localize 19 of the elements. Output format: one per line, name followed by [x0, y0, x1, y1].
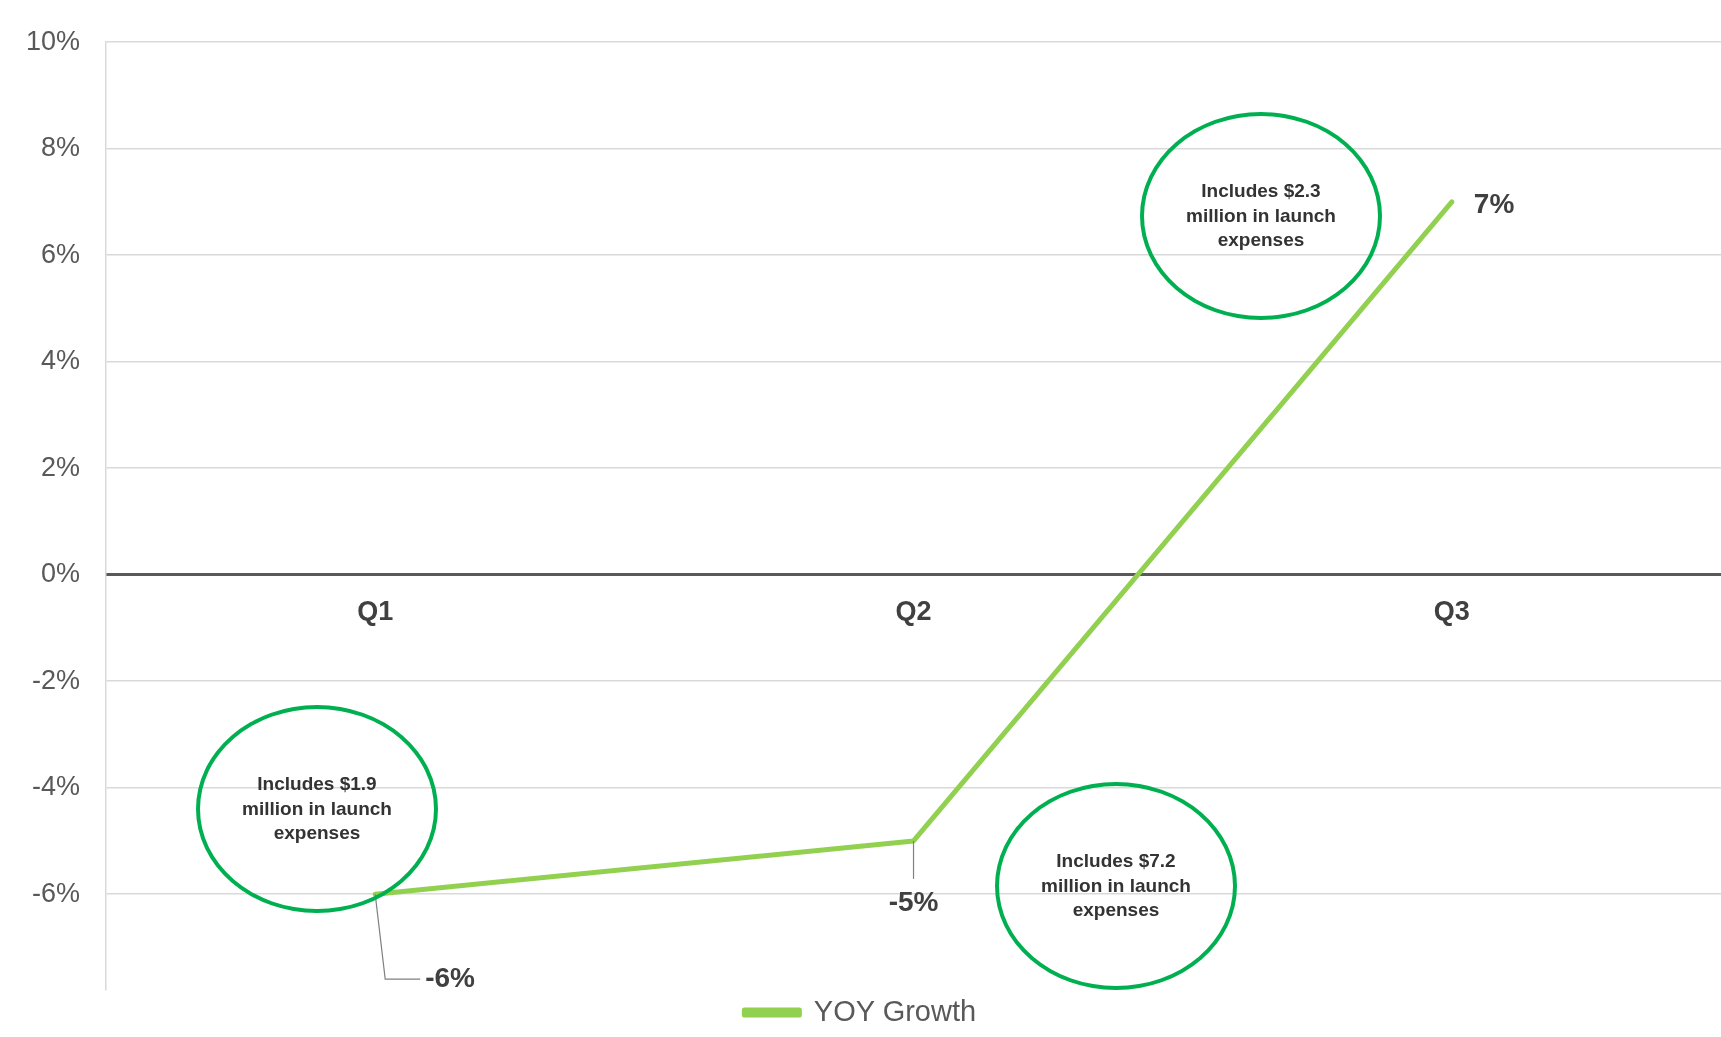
text: -6%: [425, 961, 475, 993]
y-tick-label: 8%: [41, 132, 81, 163]
y-tick-label: -4%: [32, 771, 81, 802]
y-tick-label: 4%: [41, 345, 81, 376]
y-tick-label: 10%: [25, 25, 81, 56]
x-tick-label: Q2: [895, 596, 932, 627]
y-tick-label: 2%: [41, 451, 81, 482]
ellipse-outline: Includes $2.3 million in launch expenses: [1140, 112, 1382, 320]
ellipse-outline: Includes $1.9 million in launch expenses: [196, 705, 438, 913]
y-tick-label: 6%: [41, 238, 81, 269]
x-tick-label: Q1: [357, 596, 394, 627]
ellipse-outline: Includes $7.2 million in launch expenses: [995, 782, 1237, 990]
y-tick-label: 0%: [41, 558, 81, 589]
text: -5%: [888, 885, 939, 917]
text: 7%: [1473, 187, 1515, 219]
y-tick-label: -6%: [32, 877, 81, 908]
x-tick-label: Q3: [1433, 596, 1470, 627]
legend-label: YOY Growth: [813, 994, 977, 1027]
y-tick-label: -2%: [32, 664, 81, 695]
